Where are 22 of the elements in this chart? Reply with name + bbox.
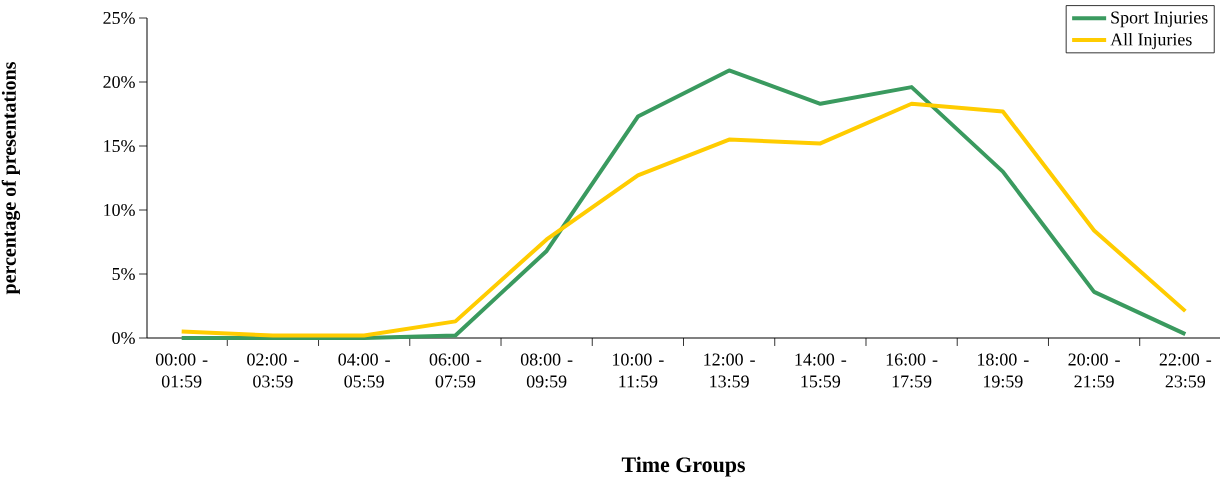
x-tick-label: 12:00 - 13:59 xyxy=(704,353,755,388)
x-tick-label: 00:00 - 01:59 xyxy=(155,353,208,388)
y-tick-label: 0% xyxy=(112,331,135,345)
legend-label: Sport Injuries xyxy=(1111,11,1208,28)
y-tick-label: 25% xyxy=(103,11,135,25)
y-tick-label: 15% xyxy=(104,139,135,153)
x-tick-label: 20:00 - 21:59 xyxy=(1068,353,1120,388)
x-tick-label: 18:00 - 19:59 xyxy=(978,353,1029,388)
x-axis-title: Time Groups xyxy=(621,456,745,477)
legend-label: All Injuries xyxy=(1110,32,1192,50)
y-tick-label: 10% xyxy=(104,203,135,217)
x-tick-label: 06:00 - 07:59 xyxy=(429,353,482,388)
x-tick-label: 04:00 - 05:59 xyxy=(338,353,390,388)
x-tick-label: 22:00 - 23:59 xyxy=(1159,353,1212,388)
y-tick-label: 5% xyxy=(112,267,135,281)
x-tick-label: 08:00 - 09:59 xyxy=(520,353,573,388)
x-tick-label: 16:00 - 17:59 xyxy=(886,353,938,388)
x-tick-label: 02:00 - 03:59 xyxy=(247,353,299,388)
y-tick-label: 20% xyxy=(103,75,135,89)
y-axis-title: percentage of presentations xyxy=(1,62,21,295)
x-tick-label: 10:00 - 11:59 xyxy=(613,353,664,388)
x-tick-label: 14:00 - 15:59 xyxy=(795,353,847,388)
